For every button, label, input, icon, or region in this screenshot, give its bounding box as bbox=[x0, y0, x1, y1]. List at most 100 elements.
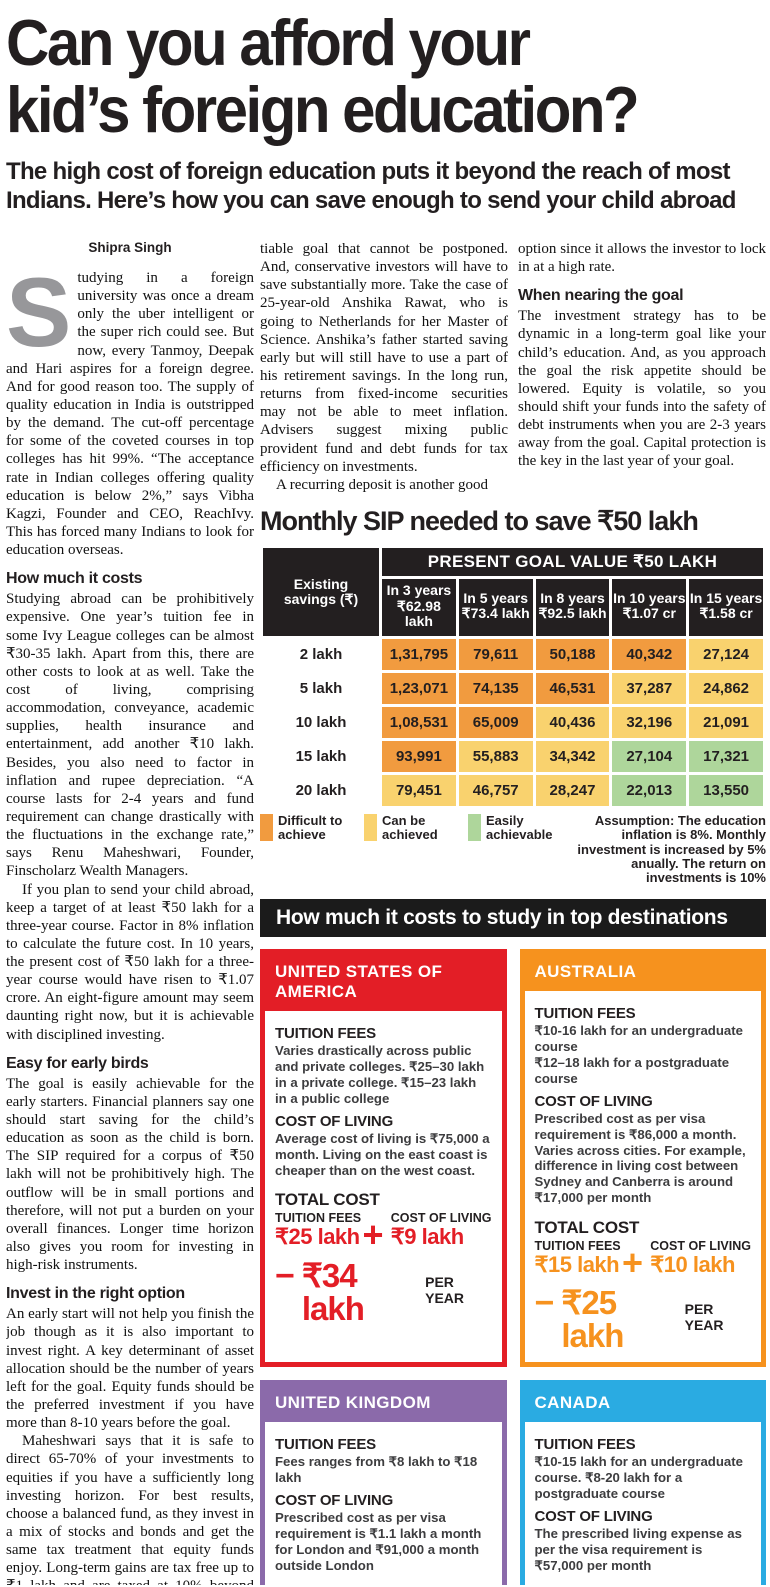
row-label: 2 lakh bbox=[263, 638, 379, 670]
row-label: 15 lakh bbox=[263, 740, 379, 772]
table-cell: 40,436 bbox=[535, 706, 610, 738]
card-body: TUITION FEES ₹10-15 lakh for an undergra… bbox=[525, 1422, 762, 1585]
table-row: 2 lakh 1,31,795 79,611 50,188 40,342 27,… bbox=[263, 638, 763, 670]
table-cell: 46,531 bbox=[535, 672, 610, 704]
table-row: 15 lakh 93,991 55,883 34,342 27,104 17,3… bbox=[263, 740, 763, 772]
legend-swatch-yellow bbox=[364, 813, 377, 841]
article-paragraph: The goal is easily achievable for the ea… bbox=[6, 1075, 254, 1274]
per-year-label: PER YEAR bbox=[684, 1301, 724, 1334]
paragraph-text: tudying in a foreign university was once… bbox=[6, 270, 254, 559]
table-legend: Difficult to achieve Can be achieved Eas… bbox=[260, 812, 766, 886]
table-cell: 46,757 bbox=[458, 774, 533, 806]
legend-label: Difficult to achieve bbox=[278, 812, 343, 842]
tuition-value: ₹15 lakh bbox=[534, 1251, 620, 1277]
row-label: 20 lakh bbox=[263, 774, 379, 806]
legend-item: Can be achieved bbox=[364, 814, 452, 841]
destination-card-australia: AUSTRALIA TUITION FEES ₹10-16 lakh for a… bbox=[519, 949, 766, 1368]
table-cell: 50,188 bbox=[535, 638, 610, 670]
legend-swatch-orange bbox=[260, 813, 273, 841]
living-value: ₹10 lakh bbox=[650, 1251, 735, 1277]
table-row: 5 lakh 1,23,071 74,135 46,531 37,287 24,… bbox=[263, 672, 763, 704]
table-cell: 74,135 bbox=[458, 672, 533, 704]
table-cell: 28,247 bbox=[535, 774, 610, 806]
cost-of-living-mini-label: COST OF LIVING bbox=[650, 1238, 751, 1253]
section-heading: Easy for early birds bbox=[6, 1054, 149, 1072]
cost-of-living-mini-label: COST OF LIVING bbox=[390, 1211, 492, 1226]
total-cost-label: TOTAL COST bbox=[275, 1190, 380, 1210]
table-cell: 40,342 bbox=[612, 638, 687, 670]
table-cell: 13,550 bbox=[689, 774, 763, 806]
sum-row: TUITION FEES ₹25 lakh + COST OF LIVING ₹9 … bbox=[275, 1211, 492, 1256]
column-header: In 10 years ₹1.07 cr bbox=[612, 578, 687, 636]
table-header-row: In 3 years ₹62.98 lakh In 5 years ₹73.4 la… bbox=[263, 578, 763, 636]
article-paragraph: An early start will not help you finish … bbox=[6, 1306, 254, 1432]
legend-swatch-green bbox=[468, 813, 481, 841]
assumption-note: Assumption: The education inflation is 8… bbox=[577, 812, 766, 886]
tuition-fees-label: TUITION FEES bbox=[275, 1436, 376, 1454]
article-column-3: option since it allows the investor to l… bbox=[518, 240, 766, 494]
section-heading: When nearing the goal bbox=[518, 287, 684, 305]
plus-icon: + bbox=[621, 1241, 643, 1283]
destinations-banner: How much it costs to study in top destin… bbox=[260, 899, 766, 938]
table-cell: 32,196 bbox=[612, 706, 687, 738]
total-cost-label: TOTAL COST bbox=[534, 1217, 640, 1237]
tuition-fees-label: TUITION FEES bbox=[534, 1436, 636, 1454]
total-value: ₹34 lakh bbox=[301, 1256, 365, 1327]
table-cell: 17,321 bbox=[689, 740, 763, 772]
legend-item: Difficult to achieve bbox=[260, 814, 348, 841]
table-cell: 21,091 bbox=[689, 706, 763, 738]
per-year-label: PER YEAR bbox=[425, 1273, 465, 1306]
tuition-fees-mini-label: TUITION FEES bbox=[534, 1238, 621, 1253]
column-header: In 3 years ₹62.98 lakh bbox=[382, 578, 456, 636]
equals-icon: − bbox=[275, 1256, 295, 1295]
cost-of-living-label: COST OF LIVING bbox=[534, 1507, 653, 1525]
table-cell: 79,451 bbox=[382, 774, 456, 806]
article-paragraph: option since it allows the investor to l… bbox=[518, 241, 766, 276]
tuition-fees-label: TUITION FEES bbox=[275, 1025, 376, 1043]
cost-of-living-text: Prescribed cost as per visa requirement … bbox=[534, 1110, 746, 1206]
card-body: TUITION FEES ₹10-16 lakh for an undergra… bbox=[525, 991, 762, 1362]
headline: Can you afford your kid’s foreign educat… bbox=[6, 6, 640, 147]
table-corner-header: Existing savings (₹) bbox=[263, 547, 379, 636]
total-value: ₹25 lakh bbox=[561, 1284, 624, 1355]
byline: Shipra Singh bbox=[88, 240, 172, 255]
table-group-header: PRESENT GOAL VALUE ₹50 LAKH bbox=[382, 547, 763, 576]
article-paragraph: Studying abroad can be prohibitively exp… bbox=[6, 591, 254, 880]
sip-table: Existing savings (₹) PRESENT GOAL VALUE … bbox=[260, 545, 766, 809]
legend-label: Easily achievable bbox=[486, 812, 553, 842]
subhead: The high cost of foreign education puts … bbox=[6, 157, 736, 215]
table-cell: 37,287 bbox=[612, 672, 687, 704]
dropcap: S bbox=[6, 257, 72, 367]
article-paragraph: Maheshwari says that it is safe to direc… bbox=[6, 1433, 254, 1585]
table-cell: 1,23,071 bbox=[382, 672, 456, 704]
tuition-fees-text: Varies drastically across public and pri… bbox=[275, 1043, 485, 1106]
total-row: − ₹25 lakh PER YEAR bbox=[535, 1286, 752, 1352]
destination-name: UNITED KINGDOM bbox=[265, 1385, 502, 1423]
cost-of-living-label: COST OF LIVING bbox=[275, 1491, 394, 1509]
table-cell: 1,08,531 bbox=[382, 706, 456, 738]
article-column-2: tiable goal that cannot be postponed. An… bbox=[260, 240, 508, 494]
section-heading: Invest in the right option bbox=[6, 1285, 185, 1303]
living-value: ₹9 lakh bbox=[390, 1224, 464, 1250]
masthead: Can you afford your kid’s foreign educat… bbox=[0, 0, 770, 215]
tuition-value: ₹25 lakh bbox=[275, 1224, 360, 1250]
cost-of-living-text: Average cost of living is ₹75,000 a mont… bbox=[275, 1130, 490, 1178]
legend-item: Easily achievable bbox=[468, 814, 556, 841]
article-paragraph: The investment strategy has to be dynami… bbox=[518, 308, 766, 470]
destination-name: CANADA bbox=[524, 1385, 761, 1423]
row-label: 5 lakh bbox=[263, 672, 379, 704]
article-paragraph: If you plan to send your child abroad, k… bbox=[6, 881, 254, 1043]
legend-label: Can be achieved bbox=[382, 812, 438, 842]
table-cell: 24,862 bbox=[689, 672, 763, 704]
tuition-fees-text: Fees ranges from ₹8 lakh to ₹18 lakh bbox=[275, 1454, 478, 1486]
table-cell: 22,013 bbox=[612, 774, 687, 806]
sip-table-title: Monthly SIP needed to save ₹50 lakh bbox=[260, 505, 699, 536]
table-cell: 34,342 bbox=[535, 740, 610, 772]
cost-of-living-text: The prescribed living expense as per the… bbox=[534, 1525, 742, 1573]
plus-icon: + bbox=[362, 1214, 384, 1256]
cost-of-living-text: Prescribed cost as per visa requirement … bbox=[275, 1509, 482, 1573]
right-region: tiable goal that cannot be postponed. An… bbox=[260, 240, 766, 1585]
